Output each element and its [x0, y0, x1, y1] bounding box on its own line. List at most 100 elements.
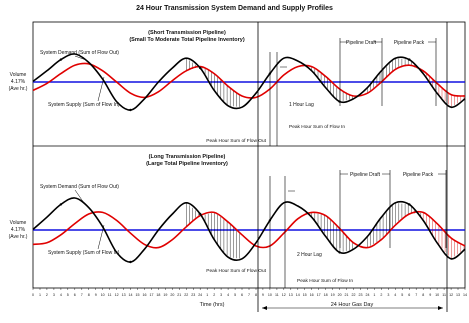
- bottom-ylabel-line1: Volume: [10, 220, 27, 226]
- top-supply-series-line: [32, 62, 466, 99]
- x-tick-label: 14: [129, 293, 133, 297]
- bottom-demand-marker: [129, 260, 132, 264]
- x-tick-label: 17: [317, 293, 321, 297]
- bottom-demand-marker: [338, 251, 341, 254]
- top-demand-marker: [408, 58, 411, 61]
- top-draft-label: Pipeline Draft: [346, 40, 377, 46]
- top-lag-label: 1 Hour Lag: [289, 102, 314, 108]
- x-tick-label: 4: [60, 293, 62, 297]
- x-tick-label: 3: [53, 293, 55, 297]
- plot-frame: [32, 21, 466, 289]
- bottom-demand-marker: [199, 212, 202, 216]
- x-tick-label: 12: [449, 293, 453, 297]
- x-tick-label: 7: [248, 293, 250, 297]
- bottom-supply-leader: [97, 224, 105, 250]
- x-tick-label: 13: [456, 293, 460, 297]
- top-subtitle-line1: (Short Transmission Pipeline): [148, 30, 226, 36]
- x-tick-label: 16: [143, 293, 147, 297]
- x-tick-label: 8: [88, 293, 90, 297]
- x-tick-label: 20: [338, 293, 342, 297]
- bottom-demand-leader: [74, 189, 86, 205]
- x-tick-label: 6: [74, 293, 76, 297]
- x-tick-label: 7: [81, 293, 83, 297]
- top-peak-in-label: Peak Hour Sum of Flow In: [289, 124, 345, 130]
- x-tick-label: 7: [415, 293, 417, 297]
- x-tick-label: 10: [101, 293, 105, 297]
- x-tick-label: 3: [387, 293, 389, 297]
- x-tick-label: 15: [136, 293, 140, 297]
- x-tick-label: 11: [442, 293, 446, 297]
- x-tick-label: 2: [380, 293, 382, 297]
- bottom-lag-label: 2 Hour Lag: [297, 252, 322, 258]
- chart-title: 24 Hour Transmission System Demand and S…: [136, 5, 333, 12]
- x-tick-label: 14: [296, 293, 300, 297]
- x-tick-label: 10: [435, 293, 439, 297]
- top-demand-marker: [129, 108, 132, 112]
- top-demand-label: System Demand (Sum of Flow Out): [40, 50, 119, 56]
- x-tick-label: 19: [163, 293, 167, 297]
- top-ylabel-line2: 4.17%: [11, 79, 26, 85]
- x-tick-label: 12: [282, 293, 286, 297]
- gas-day-label: 24 Hour Gas Day: [331, 302, 374, 308]
- x-tick-label: 1: [206, 293, 208, 297]
- x-tick-label: 16: [310, 293, 314, 297]
- x-tick-label: 13: [122, 293, 126, 297]
- x-tick-label: 22: [352, 293, 356, 297]
- x-tick-label: 4: [394, 293, 396, 297]
- bottom-draft-label: Pipeline Draft: [350, 172, 381, 178]
- bottom-demand-series-line: [32, 197, 466, 263]
- x-tick-label: 18: [156, 293, 160, 297]
- x-tick-label: 5: [401, 293, 403, 297]
- top-demand-marker: [59, 58, 63, 61]
- x-tick-label: 22: [184, 293, 188, 297]
- x-tick-label: 1: [39, 293, 41, 297]
- x-tick-label: 24: [366, 293, 370, 297]
- x-tick-label: 19: [331, 293, 335, 297]
- x-tick-label: 24: [198, 293, 202, 297]
- bottom-ylabel-line2: 4.17%: [11, 227, 26, 233]
- x-tick-label: 6: [408, 293, 410, 297]
- top-peak-out-label: Peak Hour Sum of Flow Out: [206, 138, 266, 144]
- x-tick-label: 2: [46, 293, 48, 297]
- x-tick-label: 3: [220, 293, 222, 297]
- x-tick-label: 5: [234, 293, 236, 297]
- x-tick-label: 12: [115, 293, 119, 297]
- x-tick-label: 14: [463, 293, 467, 297]
- x-tick-label: 1: [373, 293, 375, 297]
- top-demand-marker: [338, 100, 341, 103]
- x-tick-label: 2: [213, 293, 215, 297]
- top-demand-marker: [199, 66, 202, 70]
- x-tick-label: 20: [170, 293, 174, 297]
- bottom-demand-label: System Demand (Sum of Flow Out): [40, 184, 119, 190]
- bottom-demand-marker: [408, 203, 411, 206]
- bottom-subtitle-line1: (Long Transmission Pipeline): [149, 154, 226, 160]
- x-tick-label: 23: [191, 293, 195, 297]
- x-tick-label: 21: [345, 293, 349, 297]
- gas-day-arrow-left: [262, 306, 267, 310]
- x-tick-label: 9: [429, 293, 431, 297]
- bottom-supply-label: System Supply (Sum of Flow In): [48, 250, 120, 256]
- x-tick-label: 17: [150, 293, 154, 297]
- x-tick-label: 5: [67, 293, 69, 297]
- x-tick-label: 0: [32, 293, 34, 297]
- x-tick-label: 11: [275, 293, 279, 297]
- x-tick-label: 4: [227, 293, 229, 297]
- x-tick-label: 8: [422, 293, 424, 297]
- bottom-ylabel-line3: (Ave hr.): [9, 234, 28, 240]
- x-tick-label: 9: [95, 293, 97, 297]
- x-tick-label: 8: [255, 293, 257, 297]
- bottom-supply-series-line: [32, 210, 466, 249]
- top-supply-label: System Supply (Sum of Flow In): [48, 102, 120, 108]
- gas-day-arrow-right: [438, 306, 443, 310]
- x-tick-label: 11: [108, 293, 112, 297]
- top-demand-leader: [74, 55, 86, 60]
- x-tick-label: 15: [303, 293, 307, 297]
- x-tick-label: 6: [241, 293, 243, 297]
- top-pack-label: Pipeline Pack: [394, 40, 425, 46]
- top-ylabel-line3: (Ave hr.): [9, 86, 28, 92]
- bottom-subtitle-line2: (Large Total Pipeline Inventory): [146, 161, 228, 167]
- bottom-demand-marker: [59, 203, 63, 206]
- x-tick-label: 23: [359, 293, 363, 297]
- x-tick-label: 13: [289, 293, 293, 297]
